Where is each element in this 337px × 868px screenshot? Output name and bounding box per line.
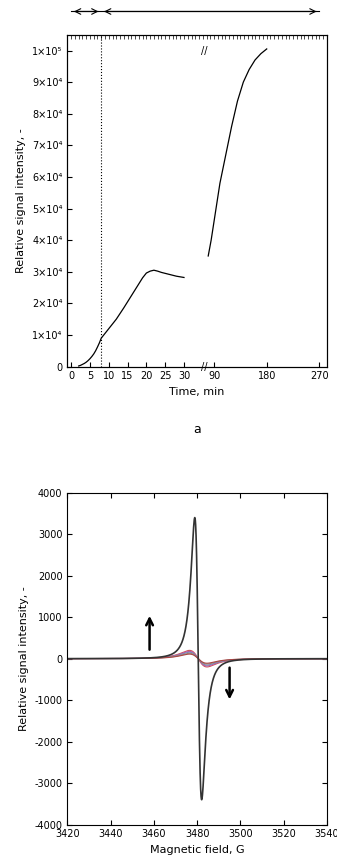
Text: II: II [207,0,214,2]
X-axis label: Time, min: Time, min [170,387,225,397]
X-axis label: Magnetic field, G: Magnetic field, G [150,845,244,855]
Y-axis label: Relative signal intensity, -: Relative signal intensity, - [19,586,29,731]
Y-axis label: Relative signal intensity, -: Relative signal intensity, - [17,128,27,273]
Text: //: // [202,362,208,372]
Text: //: // [202,45,208,56]
Text: I: I [85,0,88,2]
Text: a: a [193,423,201,436]
